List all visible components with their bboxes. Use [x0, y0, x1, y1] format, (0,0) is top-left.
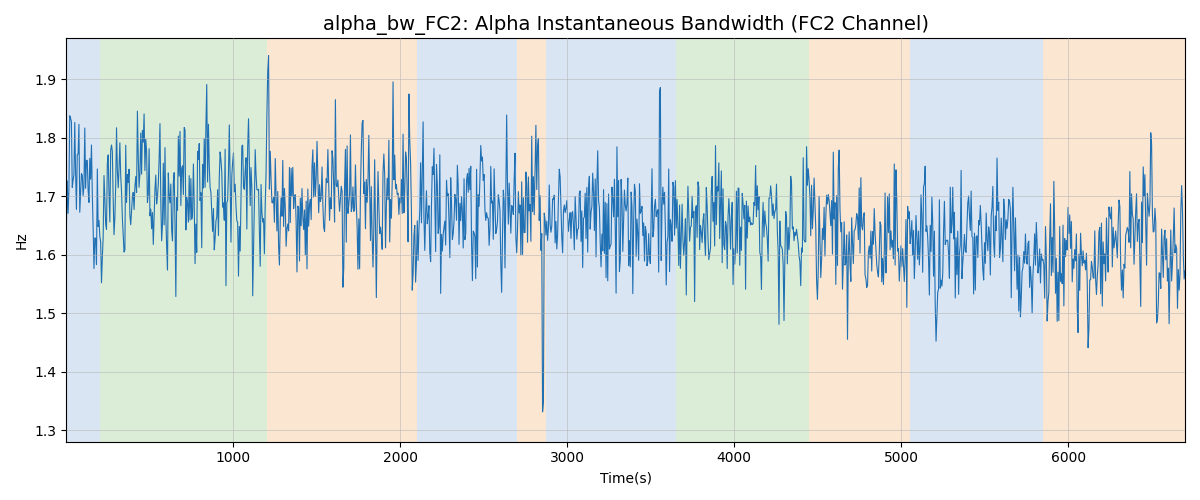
Bar [517, 38, 546, 442]
Title: alpha_bw_FC2: Alpha Instantaneous Bandwidth (FC2 Channel): alpha_bw_FC2: Alpha Instantaneous Bandwi… [323, 15, 929, 35]
Y-axis label: Hz: Hz [16, 231, 29, 249]
X-axis label: Time(s): Time(s) [600, 471, 652, 485]
Bar [546, 38, 676, 442]
Bar [676, 38, 809, 442]
Bar [910, 38, 1043, 442]
Bar [100, 38, 266, 442]
Bar [1043, 38, 1184, 442]
Bar [809, 38, 910, 442]
Bar [266, 38, 418, 442]
Bar [418, 38, 517, 442]
Bar [66, 38, 100, 442]
